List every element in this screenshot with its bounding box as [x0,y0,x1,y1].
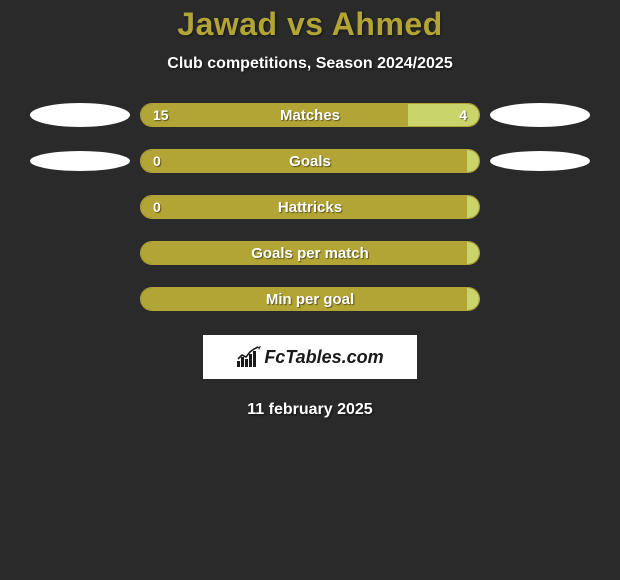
stat-bar: Min per goal [140,287,480,311]
stat-left-value: 0 [141,196,467,218]
stat-right-value [467,242,479,264]
comparison-card: Jawad vs Ahmed Club competitions, Season… [0,0,620,419]
stat-right-value [467,288,479,310]
stat-right-value [467,150,479,172]
stat-left-value [141,288,467,310]
stat-left-value: 0 [141,150,467,172]
logo-text: FcTables.com [264,347,383,368]
player-left-oval [30,103,130,127]
page-title: Jawad vs Ahmed [0,6,620,43]
fctables-icon [236,346,262,368]
stat-row: 0Goals [0,149,620,173]
stat-bar: 0Goals [140,149,480,173]
stat-bar: Goals per match [140,241,480,265]
date-label: 11 february 2025 [0,401,620,419]
stat-row: Goals per match [0,241,620,265]
player-right-oval [490,103,590,127]
logo-box[interactable]: FcTables.com [203,335,417,379]
stat-bar: 154Matches [140,103,480,127]
stats-area: 154Matches 0Goals 0Hattricks Goals per matc… [0,103,620,311]
subtitle: Club competitions, Season 2024/2025 [0,55,620,73]
stat-row: 0Hattricks [0,195,620,219]
stat-bar: 0Hattricks [140,195,480,219]
stat-right-value: 4 [408,104,479,126]
stat-left-value: 15 [141,104,408,126]
stat-row: Min per goal [0,287,620,311]
player-right-oval [490,151,590,171]
stat-left-value [141,242,467,264]
player-left-oval [30,151,130,171]
stat-row: 154Matches [0,103,620,127]
stat-right-value [467,196,479,218]
